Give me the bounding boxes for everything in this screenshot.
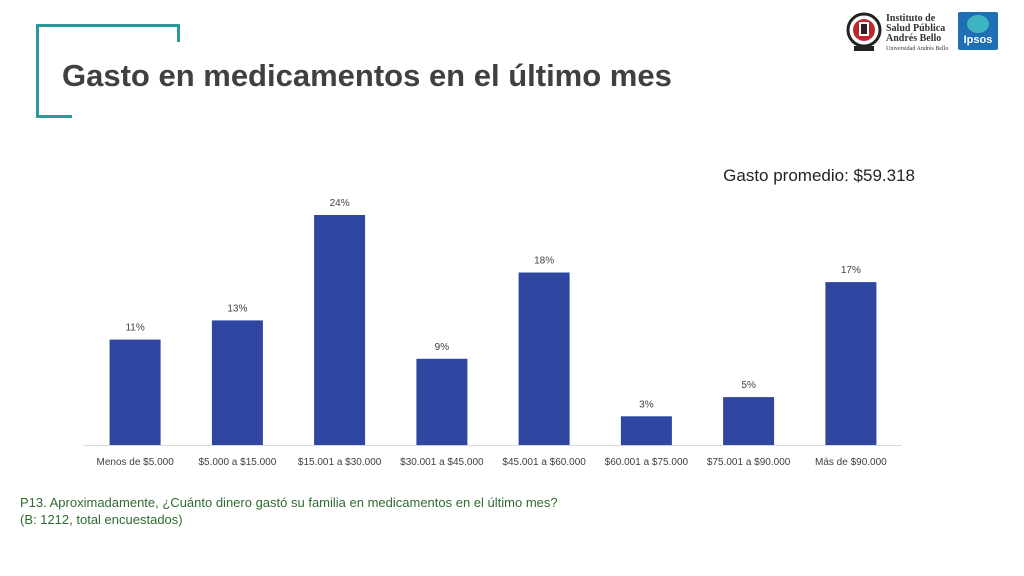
bar <box>416 358 468 446</box>
base-note: (B: 1212, total encuestados) <box>20 512 183 527</box>
bar <box>620 416 672 446</box>
ipsos-logo-text: Ipsos <box>963 34 993 46</box>
category-label: $30.001 a $45.000 <box>400 457 484 468</box>
institute-name-line2: Salud Pública <box>886 23 946 34</box>
survey-question: P13. Aproximadamente, ¿Cuánto dinero gas… <box>20 494 558 528</box>
question-text: P13. Aproximadamente, ¿Cuánto dinero gas… <box>20 495 558 510</box>
title-frame-right <box>177 24 180 42</box>
data-label: 24% <box>330 198 350 209</box>
bar <box>825 282 877 445</box>
institute-logo: Instituto de Salud Pública Andrés Bello … <box>846 12 950 54</box>
slide-title: Gasto en medicamentos en el último mes <box>62 58 672 93</box>
title-frame-top <box>36 24 180 27</box>
data-label: 11% <box>125 323 144 334</box>
data-label: 17% <box>841 265 861 276</box>
bar <box>211 320 263 445</box>
category-label: $60.001 a $75.000 <box>605 457 689 468</box>
ipsos-logo: Ipsos <box>958 12 998 50</box>
data-label: 18% <box>534 256 554 267</box>
category-label: Más de $90.000 <box>815 457 887 468</box>
category-label: $45.001 a $60.000 <box>502 457 586 468</box>
bar <box>109 339 161 445</box>
category-label: $75.001 a $90.000 <box>707 457 791 468</box>
title-frame-bottom <box>36 115 72 118</box>
institute-name-line1: Instituto de <box>886 13 936 24</box>
data-label: 9% <box>435 342 450 353</box>
bar <box>314 215 366 445</box>
ipsos-bubble-icon <box>967 15 989 33</box>
bar <box>723 397 775 445</box>
data-label: 3% <box>639 399 654 410</box>
institute-seal-icon <box>846 12 882 51</box>
data-label: 5% <box>741 380 756 391</box>
institute-university: Universidad Andrés Bello <box>886 46 949 52</box>
title-frame-left <box>36 24 39 118</box>
data-label: 13% <box>227 303 247 314</box>
bar <box>518 272 570 445</box>
category-label: $15.001 a $30.000 <box>298 457 382 468</box>
institute-name-line3: Andrés Bello <box>886 33 942 44</box>
category-label: Menos de $5.000 <box>96 457 174 468</box>
category-label: $5.000 a $15.000 <box>198 457 276 468</box>
average-spend: Gasto promedio: $59.318 <box>723 166 915 185</box>
